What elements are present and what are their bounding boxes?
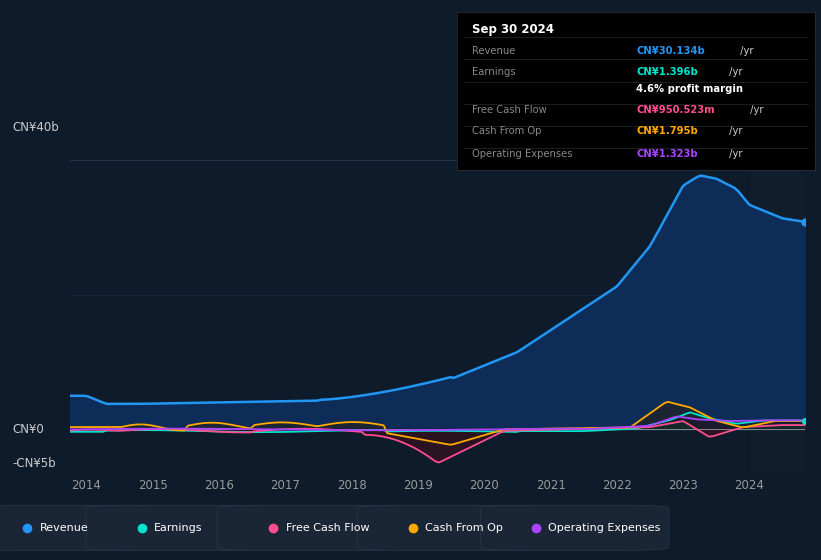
Text: CN¥1.795b: CN¥1.795b — [636, 125, 698, 136]
FancyBboxPatch shape — [0, 505, 160, 550]
Text: CN¥950.523m: CN¥950.523m — [636, 105, 715, 115]
Text: CN¥40b: CN¥40b — [12, 122, 59, 134]
FancyBboxPatch shape — [480, 505, 669, 550]
Text: Earnings: Earnings — [471, 67, 516, 77]
Text: /yr: /yr — [736, 46, 753, 57]
Text: CN¥1.396b: CN¥1.396b — [636, 67, 698, 77]
Text: Free Cash Flow: Free Cash Flow — [286, 523, 369, 533]
Text: 4.6% profit margin: 4.6% profit margin — [636, 85, 743, 95]
Text: /yr: /yr — [727, 67, 743, 77]
Text: Operating Expenses: Operating Expenses — [471, 149, 572, 159]
Text: Sep 30 2024: Sep 30 2024 — [471, 23, 553, 36]
FancyBboxPatch shape — [218, 505, 406, 550]
Text: /yr: /yr — [746, 105, 763, 115]
Text: /yr: /yr — [727, 149, 743, 159]
Text: Revenue: Revenue — [471, 46, 515, 57]
Text: Revenue: Revenue — [39, 523, 88, 533]
Text: Earnings: Earnings — [154, 523, 203, 533]
Text: CN¥0: CN¥0 — [12, 423, 44, 436]
FancyBboxPatch shape — [86, 505, 275, 550]
Text: Free Cash Flow: Free Cash Flow — [471, 105, 546, 115]
Text: CN¥30.134b: CN¥30.134b — [636, 46, 705, 57]
Text: CN¥1.323b: CN¥1.323b — [636, 149, 698, 159]
Bar — [750, 140, 805, 473]
Text: -CN¥5b: -CN¥5b — [12, 456, 56, 470]
Text: Cash From Op: Cash From Op — [471, 125, 541, 136]
Text: Cash From Op: Cash From Op — [425, 523, 503, 533]
Text: /yr: /yr — [727, 125, 743, 136]
FancyBboxPatch shape — [357, 505, 546, 550]
Text: Operating Expenses: Operating Expenses — [548, 523, 661, 533]
